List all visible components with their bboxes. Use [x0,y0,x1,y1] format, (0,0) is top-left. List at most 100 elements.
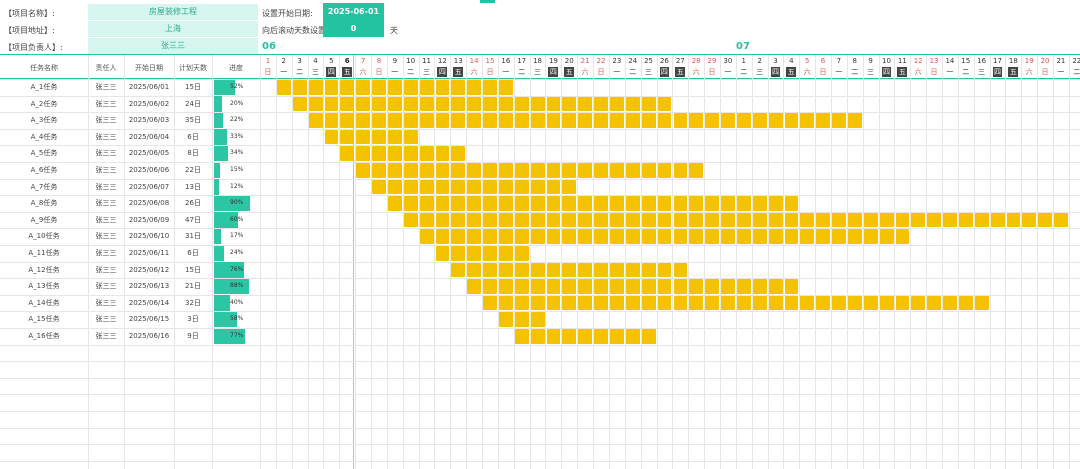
project-address-field[interactable]: 上海 [88,21,258,37]
gantt-block [578,229,593,244]
gantt-block [768,196,783,211]
gantt-block [514,279,529,294]
gantt-block [372,179,387,195]
gantt-block [419,146,434,161]
gantt-block [625,96,640,112]
timeline-weekday: 二 [1073,68,1080,76]
timeline-weekday: 三 [756,68,764,76]
gantt-block [467,163,482,178]
gantt-block [705,196,720,211]
gantt-block [832,229,846,244]
timeline-weekday: 六 [581,68,589,76]
gantt-block [514,295,529,311]
timeline-weekday: 四 [548,67,559,77]
gantt-block [419,179,434,195]
gantt-block [372,96,387,112]
grid-hline [0,79,1080,80]
progress-bar [214,162,220,179]
progress-bar [214,262,245,278]
gantt-block [578,262,593,278]
grid-hline [0,444,1080,446]
grid-hline [0,261,1080,263]
task-name-cell: A_6任务 [30,166,58,174]
gantt-block [705,279,720,294]
plan-days-cell: 32日 [185,298,201,307]
grid-hline [0,145,1080,147]
start-date-cell: 2025/06/03 [128,116,170,125]
timeline-day-number: 16 [501,57,511,65]
gantt-block [530,229,545,244]
gantt-block [689,113,704,128]
gantt-block [403,179,418,195]
timeline-day-number: 21 [1056,57,1066,65]
gantt-block [625,113,640,128]
timeline-weekday: 五 [1008,67,1019,77]
grid-hline [0,95,1080,97]
timeline-weekday: 日 [819,68,827,76]
gantt-block [546,96,561,112]
progress-bar [214,245,224,262]
gantt-block [816,295,831,311]
table-row: A_4任务 张三三 2025/06/04 6日 33% [0,129,260,146]
timeline-weekday: 二 [518,68,526,76]
gantt-block [784,295,799,311]
task-name-cell: A_4任务 [30,132,58,141]
timeline-day-number: 19 [1024,57,1034,65]
gantt-block [451,212,466,228]
gantt-block [419,229,434,244]
table-row: A_2任务 张三三 2025/06/02 24日 20% [0,96,260,113]
gantt-block [578,295,593,311]
scroll-days-field[interactable]: 0 [323,20,384,37]
gantt-block [958,212,973,228]
timeline-day-number: 4 [313,57,318,65]
progress-text: 77% [230,332,244,339]
gantt-block [752,295,767,311]
col-header-owner: 责任人 [95,64,117,72]
gantt-block [1022,212,1037,228]
gantt-block [451,163,466,178]
gantt-block [800,212,815,228]
gantt-block [594,96,609,112]
gantt-block [499,179,513,195]
gantt-block [277,80,291,95]
gantt-block [816,113,831,128]
gantt-block [641,163,656,178]
table-row: A_15任务 张三三 2025/06/15 3日 58% [0,311,260,328]
gantt-block [736,295,751,311]
progress-text: 58% [230,315,244,323]
start-date-cell: 2025/06/15 [128,315,170,324]
project-manager-field[interactable]: 张三三 [88,38,258,54]
gantt-block [847,229,862,244]
gantt-block [546,113,561,128]
gantt-block [673,163,688,178]
gantt-block [594,113,609,128]
gantt-block [292,96,307,112]
timeline-weekday: 日 [264,68,272,76]
timeline-day-number: 21 [580,57,590,65]
plan-days-cell: 13日 [185,182,201,191]
timeline-weekday: 五 [786,67,797,77]
start-date-field[interactable]: 2025-06-01 [323,3,384,20]
gantt-block [388,163,402,178]
project-name-field[interactable]: 房屋装修工程 [88,4,258,20]
timeline-weekday: 日 [597,68,605,76]
gantt-block [927,212,942,228]
gantt-block [324,113,339,128]
timeline-weekday: 一 [280,68,288,76]
gantt-block [657,96,672,112]
timeline-weekday: 日 [930,68,938,76]
progress-bar [214,145,228,162]
gantt-block [784,212,799,228]
col-header-start: 开始日期 [135,64,163,72]
gantt-block [467,262,482,278]
gantt-block [863,212,878,228]
grid-hline [0,460,1080,462]
timeline-weekday: 一 [502,68,510,76]
month-label-june: 06 [262,41,276,52]
gantt-block [610,279,624,294]
gantt-block [403,212,418,228]
gantt-block [514,212,529,228]
gantt-block [689,196,704,211]
table-row: A_3任务 张三三 2025/06/03 35日 22% [0,112,260,129]
gantt-block [419,96,434,112]
